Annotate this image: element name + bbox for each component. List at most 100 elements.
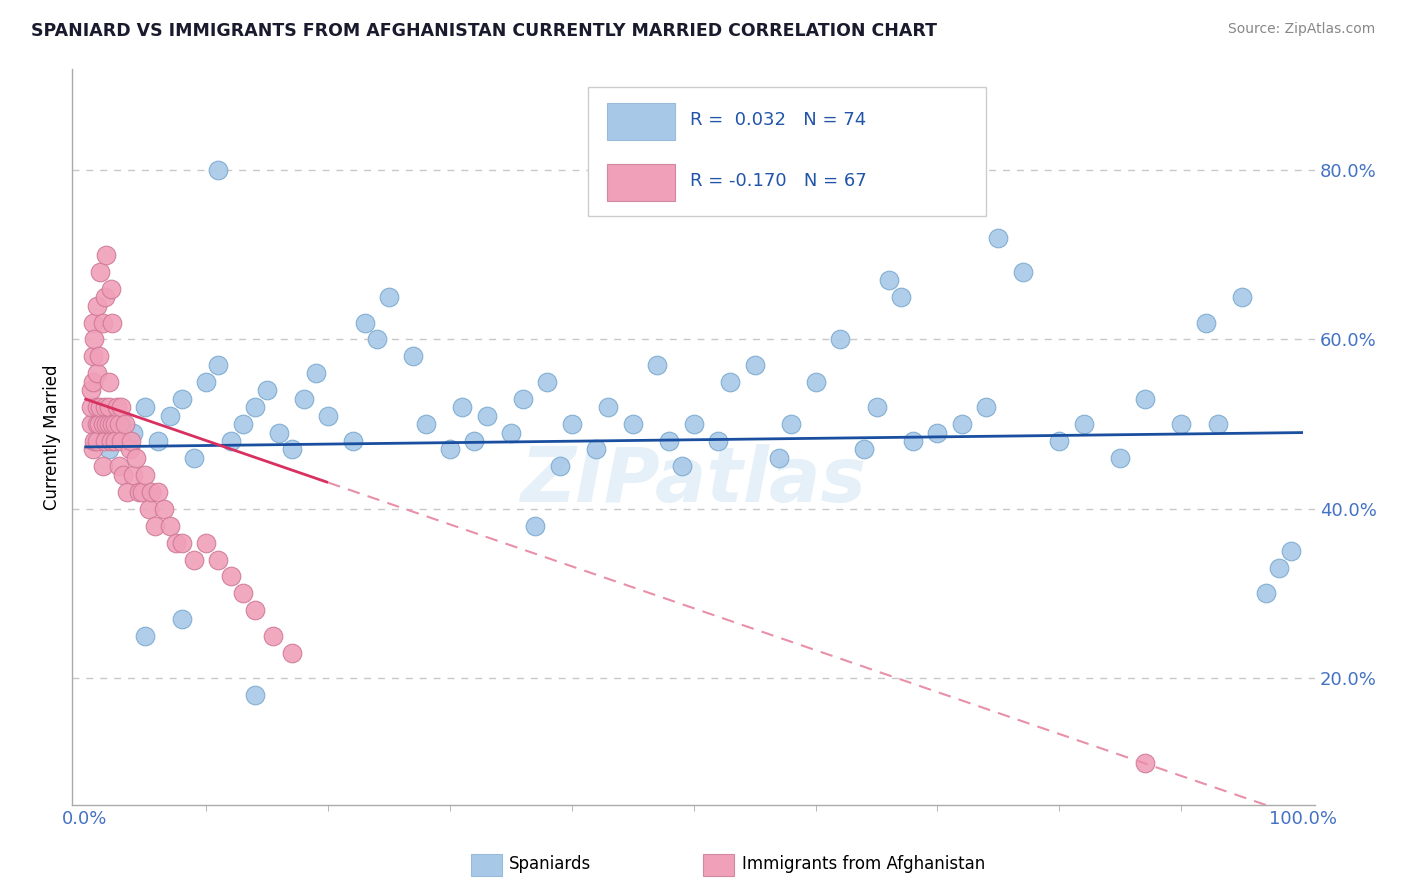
Point xyxy=(658,434,681,448)
Point xyxy=(110,400,132,414)
Point xyxy=(262,629,284,643)
Point xyxy=(353,316,375,330)
Point xyxy=(79,400,101,414)
Point xyxy=(97,417,120,431)
Point xyxy=(146,484,169,499)
Text: Source: ZipAtlas.com: Source: ZipAtlas.com xyxy=(1227,22,1375,37)
Bar xyxy=(703,854,734,876)
Point xyxy=(86,400,108,414)
Point xyxy=(82,316,104,330)
Point xyxy=(280,442,302,457)
Point xyxy=(707,434,730,448)
Point xyxy=(316,409,339,423)
Point xyxy=(1133,392,1156,406)
Point xyxy=(97,442,120,457)
Point xyxy=(105,400,128,414)
Point xyxy=(122,467,145,482)
Point xyxy=(804,375,827,389)
Point xyxy=(107,459,129,474)
Point xyxy=(768,450,790,465)
Point xyxy=(536,375,558,389)
Point xyxy=(141,484,163,499)
Point xyxy=(292,392,315,406)
Text: R =  0.032   N = 74: R = 0.032 N = 74 xyxy=(690,112,866,129)
Point xyxy=(134,629,156,643)
Point xyxy=(128,484,150,499)
Point xyxy=(86,434,108,448)
Point xyxy=(621,417,644,431)
Point xyxy=(143,518,166,533)
Point xyxy=(524,518,547,533)
Point xyxy=(87,350,110,364)
Point xyxy=(890,290,912,304)
Point xyxy=(877,273,900,287)
Point xyxy=(86,417,108,431)
Point xyxy=(439,442,461,457)
Point xyxy=(138,501,160,516)
Point xyxy=(82,442,104,457)
Point xyxy=(89,265,111,279)
Point xyxy=(195,375,218,389)
Point xyxy=(114,417,136,431)
Point xyxy=(120,434,142,448)
Point xyxy=(598,400,620,414)
Point xyxy=(561,417,583,431)
Point xyxy=(152,501,174,516)
Point xyxy=(165,535,187,549)
Point xyxy=(243,400,266,414)
Point xyxy=(195,535,218,549)
Point xyxy=(585,442,607,457)
Point xyxy=(207,358,229,372)
Point xyxy=(118,442,141,457)
Point xyxy=(183,450,205,465)
Point xyxy=(79,417,101,431)
Point xyxy=(1279,544,1302,558)
FancyBboxPatch shape xyxy=(588,87,986,216)
Point xyxy=(1267,561,1289,575)
Point xyxy=(1109,450,1132,465)
Point xyxy=(86,367,108,381)
Point xyxy=(1206,417,1229,431)
Point xyxy=(256,383,278,397)
Point xyxy=(86,299,108,313)
Point xyxy=(415,417,437,431)
Point xyxy=(378,290,401,304)
Point xyxy=(1256,586,1278,600)
Point xyxy=(94,400,117,414)
Point xyxy=(134,400,156,414)
Point xyxy=(83,333,105,347)
Point xyxy=(94,290,117,304)
Point xyxy=(82,350,104,364)
Point xyxy=(170,392,193,406)
Point xyxy=(134,467,156,482)
Point xyxy=(232,417,254,431)
Point xyxy=(94,434,117,448)
Point xyxy=(96,248,118,262)
Point xyxy=(901,434,924,448)
Point xyxy=(170,612,193,626)
Point xyxy=(1194,316,1216,330)
Point xyxy=(342,434,364,448)
Point xyxy=(269,425,291,440)
Point xyxy=(671,459,693,474)
Point xyxy=(1133,756,1156,770)
Point xyxy=(280,646,302,660)
Point xyxy=(512,392,534,406)
Point xyxy=(499,425,522,440)
Y-axis label: Currently Married: Currently Married xyxy=(44,364,60,509)
Point xyxy=(1170,417,1192,431)
Point xyxy=(718,375,741,389)
Point xyxy=(115,484,138,499)
Text: ZIPatlas: ZIPatlas xyxy=(520,444,866,518)
Point xyxy=(159,518,181,533)
Point xyxy=(475,409,498,423)
Point xyxy=(1230,290,1253,304)
Point xyxy=(97,400,120,414)
Point xyxy=(780,417,803,431)
Text: R = -0.170   N = 67: R = -0.170 N = 67 xyxy=(690,172,866,190)
Text: Spaniards: Spaniards xyxy=(509,855,591,873)
Point xyxy=(1011,265,1033,279)
Point xyxy=(853,442,876,457)
Point xyxy=(124,450,146,465)
Point xyxy=(159,409,181,423)
